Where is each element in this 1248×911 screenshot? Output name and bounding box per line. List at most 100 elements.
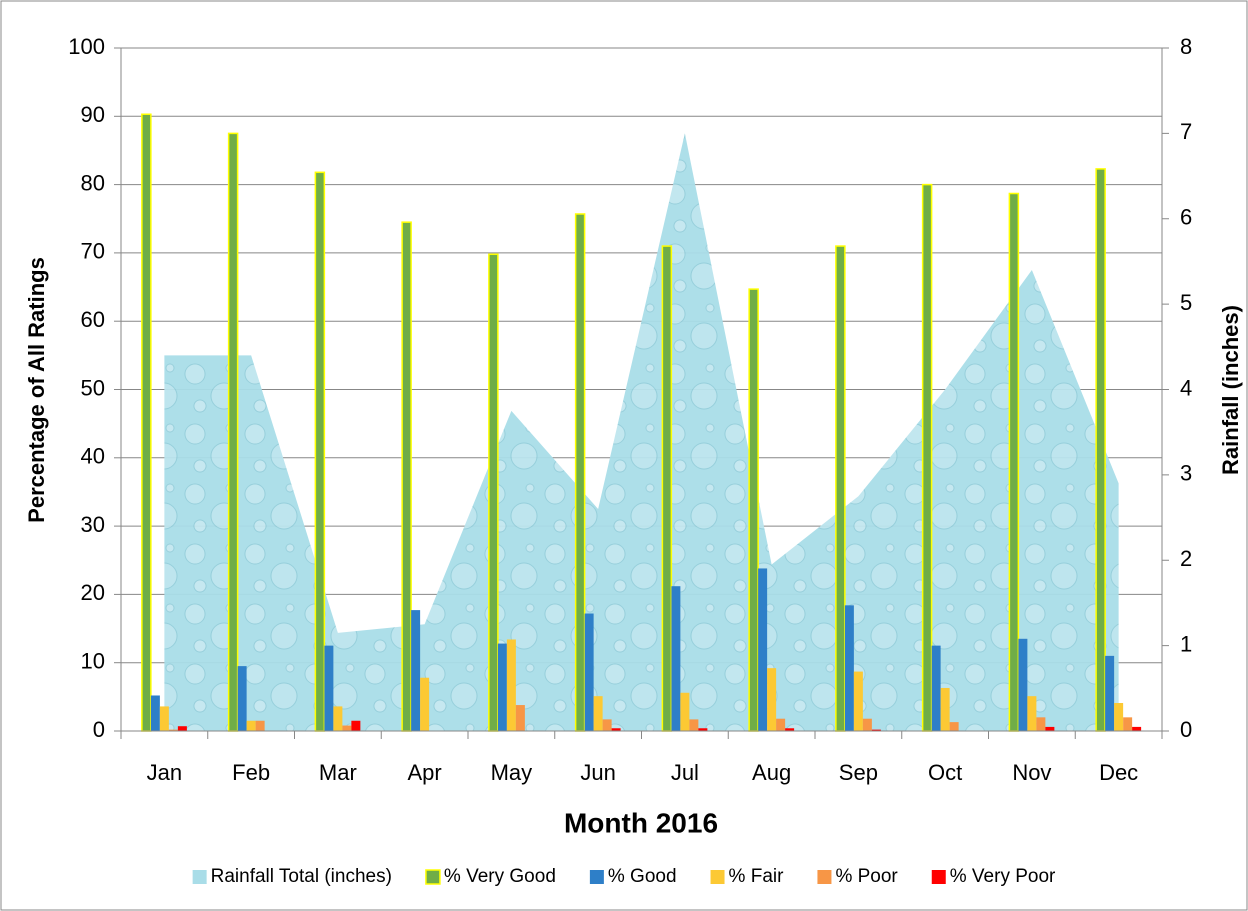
bar [333,706,342,731]
x-tick-label: Jul [671,760,699,785]
bar [767,668,776,731]
y2-tick-label: 2 [1180,546,1192,571]
bar [776,719,785,731]
y-tick-label: 90 [81,102,105,127]
bar [1036,717,1045,731]
legend-label: % Good [608,866,677,887]
legend-swatch [932,870,946,884]
bar [585,614,594,731]
legend-label: % Fair [729,866,785,887]
bar [351,721,360,731]
y2-tick-label: 5 [1180,290,1192,315]
bar [324,646,333,731]
x-tick-label: Oct [928,760,962,785]
bar [411,610,420,731]
y2-axis-title: Rainfall (inches) [1218,305,1243,475]
bar [758,568,767,731]
bar [342,726,351,731]
bar [749,289,758,731]
bar [1096,169,1105,731]
y2-tick-label: 1 [1180,631,1192,656]
x-axis-title: Month 2016 [564,807,718,838]
legend-label: % Very Good [444,866,556,887]
bar [507,639,516,731]
y-tick-label: 0 [93,717,105,742]
y2-tick-label: 0 [1180,717,1192,742]
x-tick-label: Sep [839,760,878,785]
legend-item: % Very Poor [932,866,1056,887]
bar [160,706,169,731]
y-tick-label: 30 [81,512,105,537]
y-tick-label: 60 [81,307,105,332]
x-tick-label: Aug [752,760,791,785]
legend-swatch [193,870,207,884]
bar [594,696,603,731]
y2-tick-label: 4 [1180,375,1192,400]
y-tick-label: 50 [81,375,105,400]
bar [863,719,872,731]
bar [229,133,238,731]
legend-item: Rainfall Total (inches) [193,866,392,887]
bar [1132,727,1141,731]
y-axis-title: Percentage of All Ratings [24,257,49,523]
bar [671,586,680,731]
legend-label: % Very Poor [950,866,1056,887]
x-tick-label: Apr [408,760,442,785]
bar [836,246,845,731]
x-tick-label: Nov [1012,760,1051,785]
bar [142,114,151,731]
bar [315,172,324,731]
bar [1114,703,1123,731]
y-tick-label: 40 [81,444,105,469]
x-tick-label: Jun [580,760,615,785]
bar [680,693,689,731]
x-tick-label: Mar [319,760,357,785]
bar [662,246,671,731]
legend-item: % Very Good [426,866,556,887]
bar [845,605,854,731]
bar [178,726,187,731]
bar [420,678,429,731]
x-tick-label: Dec [1099,760,1138,785]
y-tick-label: 70 [81,239,105,264]
y2-tick-label: 8 [1180,34,1192,59]
x-tick-label: Feb [232,760,270,785]
y2-tick-label: 7 [1180,119,1192,144]
x-tick-label: May [491,760,533,785]
y2-tick-label: 6 [1180,205,1192,230]
bar [689,719,698,731]
chart: 0 10 20 30 40 50 60 70 80 90 100 0 1 2 3 4 5 6 7 8 Jan Feb Mar… [0,0,1248,911]
y-tick-label: 20 [81,580,105,605]
bar [151,695,160,731]
bar [516,705,525,731]
legend-swatch [817,870,831,884]
y-tick-label: 80 [81,170,105,195]
y2-tick-label: 3 [1180,461,1192,486]
bar [247,721,256,731]
bar [923,185,932,731]
bar [950,722,959,731]
bar [1105,656,1114,731]
bar [238,666,247,731]
y-tick-label: 10 [81,649,105,674]
legend-label: Rainfall Total (inches) [211,866,392,887]
bar [489,254,498,731]
bar [1018,639,1027,731]
bar [1027,696,1036,731]
bar [1045,727,1054,731]
bar [932,646,941,731]
bar [854,672,863,731]
bar [256,721,265,731]
bar [1123,717,1132,731]
bar [941,688,950,731]
legend-swatch [711,870,725,884]
bar [603,719,612,731]
legend-swatch [590,870,604,884]
y-tick-label: 100 [68,34,105,59]
x-tick-label: Jan [147,760,182,785]
legend-swatch [426,870,440,884]
bar [1009,193,1018,731]
bar [402,222,411,731]
bar [498,644,507,731]
legend-label: % Poor [835,866,898,887]
